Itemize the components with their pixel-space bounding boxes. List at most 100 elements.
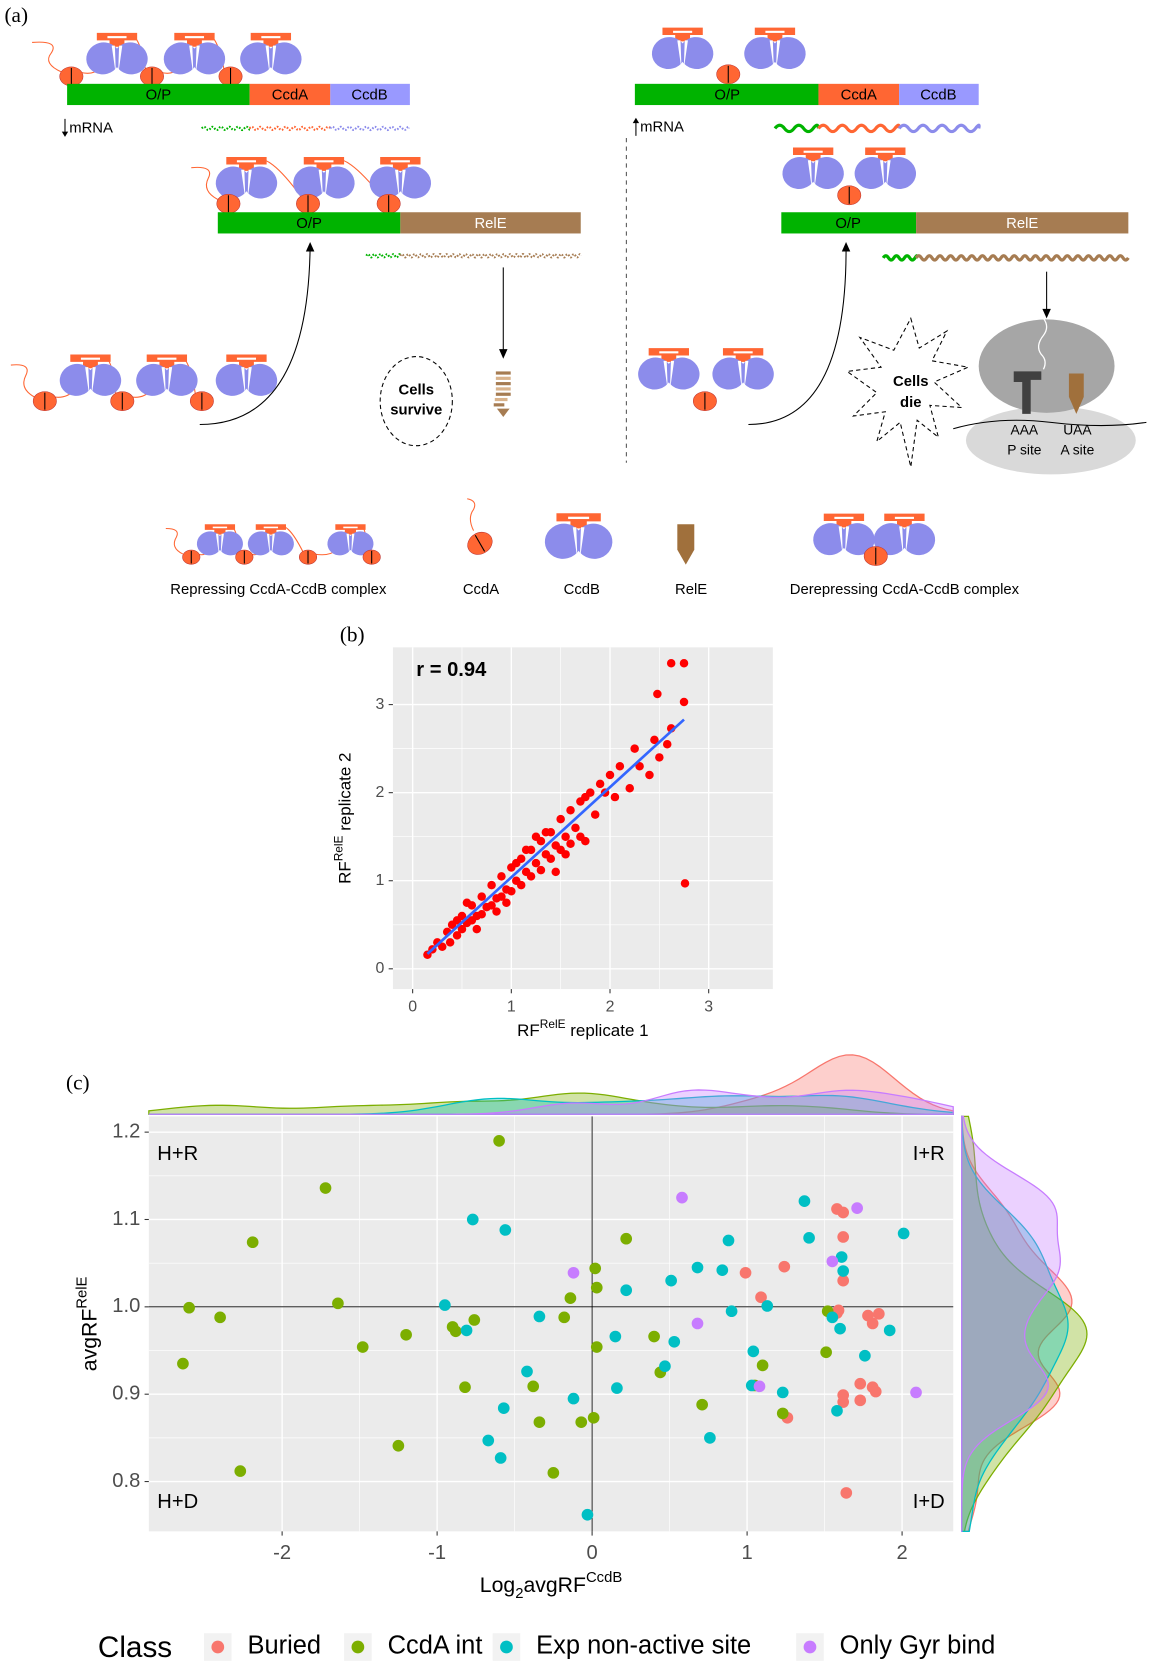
cleaved-mrna <box>495 398 508 401</box>
gene-label: O/P <box>146 87 172 103</box>
figure: (a) O/P CcdA CcdB mRNA O/P RelE Cells su… <box>0 0 1153 1664</box>
outcome-label: Cells <box>893 374 928 390</box>
point <box>566 806 574 814</box>
mrna-arrow-head <box>62 132 68 137</box>
ccdb-top-gap <box>765 31 784 33</box>
point <box>498 1402 510 1414</box>
gene-label: CcdA <box>272 87 308 103</box>
point <box>234 1465 246 1477</box>
point <box>655 753 663 761</box>
x-tick-label: -1 <box>428 1542 446 1564</box>
mrna-wave <box>330 127 409 130</box>
point <box>665 1275 677 1287</box>
point <box>870 1386 882 1398</box>
point <box>777 1387 789 1399</box>
point <box>568 1267 580 1279</box>
point <box>542 828 550 836</box>
point <box>696 1399 708 1411</box>
ccdb-top-gap <box>81 358 100 360</box>
mrna-wave <box>883 256 916 260</box>
point <box>581 837 589 845</box>
quadrant-label: I+D <box>913 1491 945 1513</box>
gene-label: CcdA <box>841 87 877 103</box>
point <box>625 784 633 792</box>
mrna-label: mRNA <box>69 120 113 136</box>
point <box>648 1331 660 1343</box>
point <box>611 793 619 801</box>
ccda-tail <box>166 528 183 553</box>
legend-marker <box>500 1641 513 1654</box>
panel-label: (a) <box>5 3 29 27</box>
gene-label: O/P <box>296 216 322 232</box>
point <box>680 698 688 706</box>
point <box>591 1282 603 1294</box>
point <box>591 810 599 818</box>
point <box>183 1302 195 1314</box>
ccda-tail <box>191 167 218 199</box>
point <box>777 1408 789 1420</box>
point <box>534 1416 546 1428</box>
point <box>463 899 471 907</box>
ccdb-top-gap <box>237 160 256 162</box>
point <box>450 1325 462 1337</box>
cleaved-mrna-tip <box>497 409 510 417</box>
point <box>630 744 638 752</box>
mrna-wave <box>400 254 580 257</box>
axis-title-part: RelE <box>332 835 346 861</box>
point <box>467 1214 479 1226</box>
point <box>831 1405 843 1417</box>
point <box>668 1336 680 1348</box>
point <box>620 1284 632 1296</box>
point <box>512 859 520 867</box>
ccdb-top-gap <box>213 527 227 529</box>
cells-die-outline <box>847 318 968 467</box>
gene-label: RelE <box>474 216 506 232</box>
point <box>610 1331 622 1343</box>
point <box>487 881 495 889</box>
legend-label: Buried <box>248 1632 322 1660</box>
legend-marker <box>804 1641 817 1654</box>
ccdb-top-gap <box>343 527 357 529</box>
rele-icon <box>677 524 694 564</box>
axis-title-part: Log <box>480 1573 515 1596</box>
cleaved-mrna <box>496 371 511 374</box>
quadrant-label: H+D <box>157 1491 198 1513</box>
y-tick-label: 1.1 <box>112 1208 140 1230</box>
point <box>497 872 505 880</box>
legend-label: CcdA int <box>388 1632 483 1660</box>
ccda-tail <box>11 365 34 397</box>
x-tick-label: 1 <box>741 1542 752 1564</box>
point <box>492 907 500 915</box>
point <box>659 1360 671 1372</box>
annotation: r = 0.94 <box>416 659 487 681</box>
ccdb-top-gap <box>185 36 204 38</box>
point <box>177 1358 189 1370</box>
point <box>827 1311 839 1323</box>
gene-label: O/P <box>714 87 740 103</box>
point <box>571 824 579 832</box>
y-tick-label: 1.2 <box>112 1120 140 1142</box>
point <box>663 740 671 748</box>
point <box>840 1487 852 1499</box>
arrow-head <box>1042 309 1050 319</box>
point <box>834 1323 846 1335</box>
point <box>556 815 564 823</box>
point <box>495 1452 507 1464</box>
x-tick-label: 3 <box>704 998 713 1015</box>
axis-title-part: RelE <box>74 1276 90 1308</box>
mrna-label: mRNA <box>640 119 684 135</box>
mrna-wave <box>899 125 979 131</box>
point <box>565 1292 577 1304</box>
point <box>446 938 454 946</box>
point <box>477 892 485 900</box>
y-tick-label: 3 <box>376 696 385 713</box>
point <box>778 1261 790 1273</box>
ccdb-top-gap <box>876 151 895 153</box>
site-label: P site <box>1007 443 1042 458</box>
mrna-wave <box>202 127 250 130</box>
mrna-arrow-head <box>633 118 639 123</box>
point <box>493 1135 505 1147</box>
point <box>357 1341 369 1353</box>
mrna-wave <box>250 127 331 130</box>
point <box>653 690 661 698</box>
